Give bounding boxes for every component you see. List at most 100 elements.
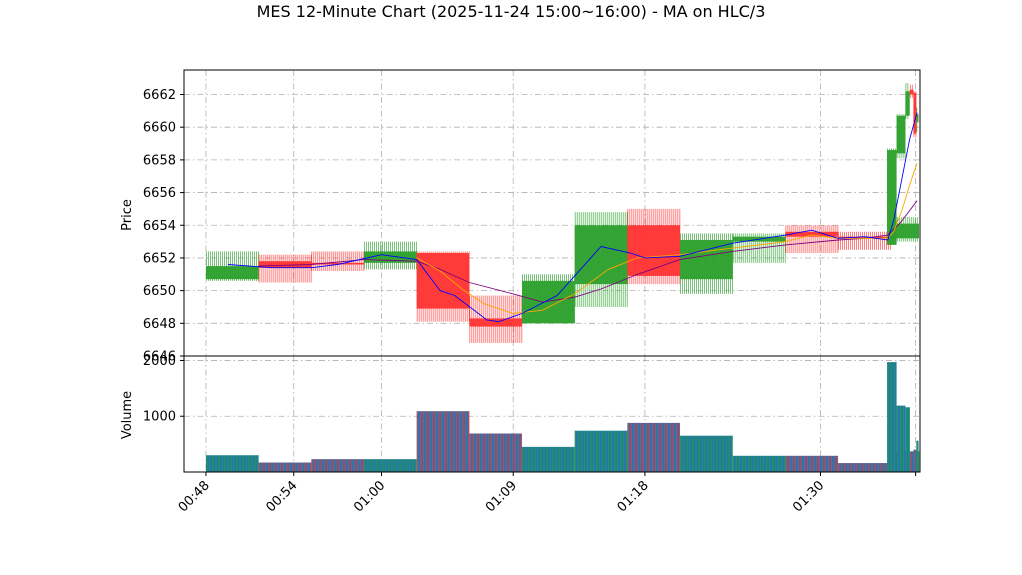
chart-title: MES 12-Minute Chart (2025-11-24 15:00~16… [257, 2, 766, 21]
candle [469, 295, 523, 343]
candle [785, 225, 839, 254]
candle-body [469, 318, 523, 327]
volume-bar [522, 446, 575, 472]
volume-bar-recent [909, 452, 914, 472]
candle-body [522, 280, 575, 324]
volume-panel-frame [183, 355, 921, 473]
price-tick-label: 6646 [143, 350, 176, 365]
candle-body [916, 114, 919, 123]
volume-bar [732, 455, 786, 472]
candle-recent [916, 107, 919, 133]
x-tick-label: 00:54 [263, 478, 300, 515]
volume-bar-recent [887, 362, 897, 472]
price-grid [184, 70, 920, 357]
candle-body [838, 236, 891, 239]
candle [680, 233, 733, 294]
volume-ticks: 1000 2000 [143, 354, 184, 425]
volume-bar-group [311, 459, 364, 472]
volume-bar-group [680, 435, 733, 472]
volume-bar-group [627, 422, 681, 472]
price-axis-label: Price [120, 199, 135, 231]
volume-bar [680, 435, 733, 472]
volume-bar-group [574, 430, 628, 472]
volume-bar-group [258, 462, 312, 472]
candle [416, 251, 470, 322]
candle-body [363, 251, 417, 263]
candles [205, 83, 919, 343]
candle [627, 208, 681, 285]
ma-lines [227, 112, 918, 323]
volume-bar [363, 459, 417, 472]
x-ticks: 00:48 00:54 01:00 01:09 01:18 01:30 [176, 472, 917, 515]
candle-recent [887, 148, 897, 245]
candle-body [905, 91, 910, 116]
candle-recent [909, 84, 914, 98]
ma-mid-line [416, 163, 918, 314]
volume-axis-label: Volume [120, 391, 135, 439]
price-tick-label: 6660 [143, 121, 176, 136]
candle-body [627, 225, 681, 276]
volume-bar [574, 430, 628, 472]
volume-bars [205, 362, 920, 472]
volume-bar [887, 362, 897, 472]
price-tick-label: 6662 [143, 88, 176, 103]
candle-body [680, 239, 733, 280]
ma-fast-line [227, 112, 918, 323]
volume-bar [905, 407, 910, 472]
price-tick-label: 6652 [143, 251, 176, 266]
candle [258, 254, 312, 283]
price-tick-label: 6656 [143, 186, 176, 201]
volume-bar [909, 452, 914, 472]
volume-bar-group [416, 411, 470, 472]
candle-recent [896, 114, 906, 159]
candle [574, 212, 628, 307]
candle [311, 251, 365, 272]
candle-body [909, 89, 914, 95]
volume-bar [258, 462, 312, 472]
x-tick-label: 01:18 [615, 478, 652, 515]
volume-tick-label: 2000 [143, 354, 176, 369]
candle-body [258, 261, 312, 268]
price-ticks: 6646 6648 6650 6652 6654 6656 6658 6660 6662 [143, 88, 184, 365]
volume-bar [627, 422, 681, 472]
candle-recent [905, 83, 910, 120]
price-tick-label: 6648 [143, 317, 176, 332]
volume-bar-group [732, 455, 786, 472]
volume-tick-label: 1000 [143, 410, 176, 425]
price-tick-label: 6650 [143, 284, 176, 299]
volume-bar-group [522, 446, 575, 472]
volume-bar-group [469, 433, 523, 472]
x-tick-label: 01:30 [790, 478, 827, 515]
volume-bar [311, 459, 364, 472]
volume-bar [205, 455, 259, 472]
candle-body [311, 262, 364, 265]
volume-bar-recent [913, 449, 917, 472]
candle-body [913, 92, 917, 134]
candle-body [205, 266, 259, 280]
candle-body [890, 223, 919, 239]
volume-bar [785, 455, 839, 472]
candle [363, 241, 417, 270]
candle-body [896, 115, 906, 154]
volume-bar-group [785, 455, 839, 472]
candle-body [785, 231, 839, 237]
volume-grid [184, 356, 920, 472]
volume-bar-group [838, 463, 891, 472]
candle-body [887, 150, 897, 245]
price-tick-label: 6658 [143, 153, 176, 168]
volume-bar-recent [905, 407, 910, 472]
volume-bar-group [205, 455, 259, 472]
volume-bar-recent [896, 405, 906, 472]
candle [838, 231, 891, 250]
candle [522, 274, 575, 324]
x-tick-label: 01:09 [483, 478, 520, 515]
x-tick-label: 01:00 [351, 478, 388, 515]
volume-bar-recent [916, 440, 919, 472]
x-tick-label: 00:48 [176, 478, 213, 515]
volume-bar-group [363, 459, 417, 472]
price-tick-label: 6654 [143, 219, 176, 234]
volume-bar [469, 433, 523, 472]
volume-bar [838, 463, 891, 472]
